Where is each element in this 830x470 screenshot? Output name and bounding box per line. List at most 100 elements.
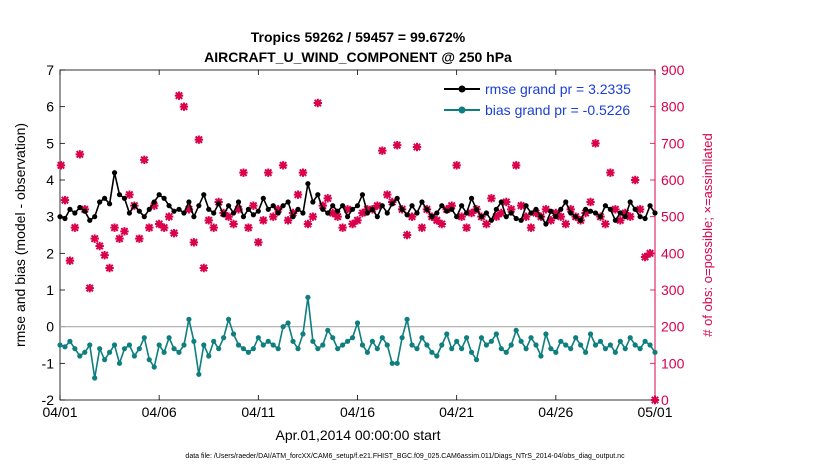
y-axis-right: 0 100 200 300 400 500 600 700 800 900 [650,62,685,408]
obs-point [298,168,308,177]
rmse-point [369,206,375,212]
y-tick-label-right: 900 [661,62,685,78]
bias-point [508,342,514,348]
y-tick-label-right: 100 [661,355,685,371]
rmse-point [255,208,261,214]
bias-point [568,346,574,352]
bias-point [62,344,68,350]
rmse-point [444,208,450,214]
bias-point [374,346,380,352]
bias-point [300,331,306,337]
rmse-point [468,195,475,201]
bias-point [543,331,549,337]
rmse-point [126,210,133,216]
rmse-point [186,199,192,205]
bias-point [488,338,494,344]
obs-point [333,212,342,221]
bias-point [429,349,435,355]
bias-point [285,320,291,326]
bias-point [602,346,609,352]
rmse-point [568,210,574,216]
obs-point [516,201,526,210]
rmse-point [627,199,633,205]
obs-point [417,223,427,232]
obs-point [254,238,263,247]
rmse-point [72,210,78,216]
y-tick-label-right: 500 [661,209,685,225]
obs-point [348,219,357,229]
bias-point [225,316,232,322]
rmse-point [250,212,256,218]
bias-point [97,346,103,352]
bias-point [335,346,341,352]
y-tick-label-right: 300 [661,282,685,298]
obs-point [373,201,382,210]
rmse-point [225,203,232,209]
rmse-point [310,199,316,205]
bias-point [211,338,217,344]
obs-point [616,216,625,225]
bias-point [553,349,559,355]
obs-point [239,168,248,177]
obs-point [90,234,99,243]
rmse-point [166,203,172,209]
bias-point [637,346,643,352]
bias-series [57,294,658,381]
rmse-point [384,210,390,216]
bias-point [454,338,460,344]
rmse-point [528,210,534,216]
obs-point [601,219,610,229]
bias-point [419,335,425,341]
bias-point [77,353,83,359]
bias-point [166,335,172,341]
rmse-point [275,210,281,216]
bias-point [369,338,375,344]
rmse-point [270,203,276,209]
rmse-series [57,170,658,227]
bias-point [617,338,623,344]
obs-point [184,205,194,214]
bias-point [424,342,430,348]
bias-point [563,342,569,348]
obs-point [234,205,243,214]
bias-point [151,364,157,370]
bias-point [156,342,162,348]
rmse-point [602,203,609,209]
bias-point [320,342,326,348]
rmse-point [97,199,103,205]
data-file-footnote: data file: /Users/raeder/DAI/ATM_forcXX/… [185,453,625,460]
bias-point [196,371,202,377]
rmse-point [573,214,579,220]
rmse-point [285,199,291,205]
obs-point [273,205,283,214]
bias-point [87,342,93,348]
obs-point [179,102,189,111]
bias-point [235,342,242,348]
bias-point [592,342,599,348]
chart-title: Tropics 59262 / 59457 = 99.672% [251,29,466,45]
bias-point [330,335,336,341]
bias-point [359,342,366,348]
bias-point [642,338,648,344]
obs-point [531,208,541,218]
obs-point [145,223,154,232]
rmse-point [211,210,217,216]
y-tick-label-right: 600 [661,172,685,188]
obs-point [174,91,184,100]
rmse-point [335,208,341,214]
rmse-point [394,195,400,201]
bias-point [399,335,405,341]
rmse-point [156,192,162,198]
obs-point [407,212,417,221]
obs-point [110,223,119,232]
y-tick-label-left: -2 [42,392,55,408]
rmse-point [181,210,187,216]
obs-point [358,208,367,218]
obs-point [457,212,466,221]
chart-subtitle: AIRCRAFT_U_WIND_COMPONENT @ 250 hPa [204,49,512,65]
rmse-point [245,206,252,212]
rmse-point [553,214,559,220]
bias-point [612,349,618,355]
rmse-point [300,210,306,216]
rmse-point [221,212,227,218]
